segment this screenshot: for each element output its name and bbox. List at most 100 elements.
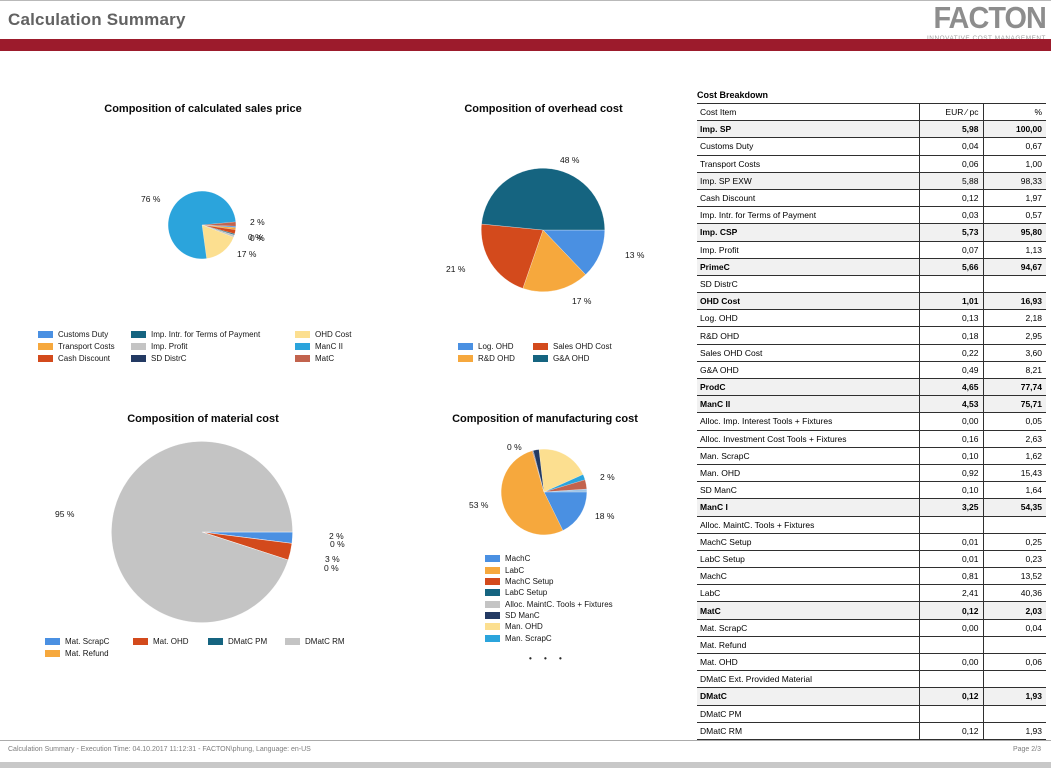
- legend-swatch-cash-discount: [38, 355, 53, 363]
- table-row-alloc-investment-cost-tools-fixtures: Alloc. Investment Cost Tools + Fixtures 0…: [697, 430, 1046, 448]
- cell-percent: 1,64: [982, 481, 1046, 500]
- cell-percent: 98,33: [982, 172, 1046, 190]
- table-row-prodc: ProdC 4,65 77,74: [697, 378, 1046, 397]
- cell-eur-pc: 0,00: [918, 412, 983, 431]
- pie-percent-label: 13 %: [625, 250, 645, 260]
- cost-breakdown-table: Cost Breakdown Cost Item EUR ⁄ pc % Imp.…: [697, 90, 1046, 740]
- cell-eur-pc: 0,18: [918, 326, 983, 345]
- table-row-g-a-ohd: G&A OHD 0,49 8,21: [697, 361, 1046, 380]
- footer-page-number: Page 2/3: [1012, 746, 1041, 753]
- pie-slice-man-ohd: [538, 449, 584, 493]
- cell-eur-pc: 4,65: [918, 378, 983, 397]
- cell-percent: [982, 636, 1046, 655]
- cell-percent: 8,21: [982, 361, 1046, 380]
- table-row-transport-costs: Transport Costs 0,06 1,00: [697, 155, 1046, 173]
- table-row-dmatc-pm: DMatC PM: [697, 705, 1046, 723]
- pie-percent-label: 2 %: [329, 531, 344, 541]
- table-row-imp-intr-for-terms-of-payment: Imp. Intr. for Terms of Payment 0,03 0,57: [697, 206, 1046, 225]
- cell-cost-item: DMatC: [697, 687, 919, 706]
- legend-item: LabC Setup: [485, 587, 613, 598]
- legend-item: Imp. Intr. for Terms of Payment: [131, 328, 295, 340]
- cell-eur-pc: [918, 705, 983, 723]
- facton-logo: FACTON INNOVATIVE COST MANAGEMENT: [925, 1, 1047, 42]
- cell-cost-item: R&D OHD: [697, 326, 919, 345]
- legend-column: Mat. OHD: [133, 635, 208, 647]
- cell-cost-item: Alloc. MaintC. Tools + Fixtures: [697, 516, 919, 534]
- cost-breakdown-title: Cost Breakdown: [697, 90, 1046, 104]
- legend-item: DMatC RM: [285, 635, 345, 647]
- cell-percent: 1,00: [982, 155, 1046, 173]
- cell-percent: 2,03: [982, 601, 1046, 620]
- cell-percent: 0,06: [982, 653, 1046, 672]
- pie-slice-r-d-ohd: [522, 229, 586, 292]
- legend-item: MatC: [295, 353, 351, 365]
- table-row-mat-refund: Mat. Refund: [697, 636, 1046, 655]
- cell-eur-pc: 0,81: [918, 567, 983, 586]
- logo-tagline-text: INNOVATIVE COST MANAGEMENT: [925, 35, 1046, 42]
- table-row-matc: MatC 0,12 2,03: [697, 601, 1046, 620]
- cell-percent: 100,00: [982, 120, 1046, 139]
- chart-title-material-cost: Composition of material cost: [127, 413, 279, 425]
- legend-column: Customs Duty Transport Costs Cash Discount: [38, 328, 131, 365]
- cell-eur-pc: 0,22: [918, 344, 983, 362]
- legend-label: Alloc. MaintC. Tools + Fixtures: [505, 599, 613, 609]
- cell-cost-item: LabC Setup: [697, 550, 919, 569]
- legend-swatch-mat-refund: [45, 650, 60, 658]
- cell-percent: [982, 275, 1046, 294]
- legend-label: Mat. OHD: [153, 636, 189, 646]
- legend-label: G&A OHD: [553, 354, 590, 364]
- cell-eur-pc: 0,92: [918, 464, 983, 483]
- pie-slice-alloc-imp-interest-tools-fixtures: [543, 488, 587, 493]
- pie-percent-label: 0 %: [330, 539, 345, 549]
- cell-percent: 3,60: [982, 344, 1046, 362]
- legend-swatch-mat-ohd: [133, 637, 148, 645]
- legend-swatch-g-a-ohd: [533, 355, 548, 363]
- legend-swatch-labc-setup: [485, 589, 500, 597]
- legend-label: Mat. ScrapC: [65, 636, 110, 646]
- cell-eur-pc: 0,01: [918, 533, 983, 551]
- cell-percent: [982, 670, 1046, 689]
- cell-eur-pc: 0,06: [918, 155, 983, 173]
- cell-percent: 0,25: [982, 533, 1046, 551]
- legend-swatch-man-scrapc: [485, 634, 500, 642]
- table-row-customs-duty: Customs Duty 0,04 0,67: [697, 137, 1046, 156]
- legend-label: Mat. Refund: [65, 649, 109, 659]
- legend-item: Man. ScrapC: [485, 632, 613, 643]
- legend-item: ManC II: [295, 340, 351, 352]
- pie-percent-label: 2 %: [600, 472, 615, 482]
- pie-slice-sales-ohd-cost: [481, 223, 544, 289]
- cell-eur-pc: 0,12: [918, 189, 983, 208]
- legend-label: LabC: [505, 565, 525, 575]
- legend-column: Log. OHD R&D OHD: [458, 340, 533, 365]
- cell-eur-pc: 0,12: [918, 687, 983, 706]
- table-row-alloc-imp-interest-tools-fixtures: Alloc. Imp. Interest Tools + Fixtures 0,0…: [697, 412, 1046, 431]
- cell-cost-item: Alloc. Imp. Interest Tools + Fixtures: [697, 412, 919, 431]
- legend-label: LabC Setup: [505, 588, 548, 598]
- legend-label: ManC II: [315, 342, 344, 352]
- table-row-sd-manc: SD ManC 0,10 1,64: [697, 481, 1046, 500]
- cell-cost-item: Imp. SP: [697, 120, 919, 139]
- cell-percent: 2,63: [982, 430, 1046, 448]
- chart-title-overhead-cost: Composition of overhead cost: [464, 103, 623, 115]
- legend-item: Man. OHD: [485, 621, 613, 632]
- pie-percent-label: 0 %: [248, 232, 263, 242]
- cell-cost-item: ManC I: [697, 498, 919, 517]
- cell-cost-item: Sales OHD Cost: [697, 344, 919, 362]
- pie-chart-manufacturing-cost: [501, 449, 587, 535]
- cell-cost-item: Man. OHD: [697, 464, 919, 483]
- pie-percent-label: 3 %: [325, 554, 340, 564]
- legend-material-cost: Mat. ScrapC Mat. Refund Mat. OHD DMatC PM DM…: [45, 635, 345, 660]
- cell-cost-item: DMatC PM: [697, 705, 919, 723]
- table-row-man-scrapc: Man. ScrapC 0,10 1,62: [697, 447, 1046, 465]
- legend-column: MachC LabC MachC Setup LabC Setup Alloc. Mai…: [485, 553, 613, 644]
- legend-column: Mat. ScrapC Mat. Refund: [45, 635, 133, 660]
- table-header-row: Cost Item EUR ⁄ pc %: [697, 104, 1046, 122]
- table-row-imp-sp-exw: Imp. SP EXW 5,88 98,33: [697, 172, 1046, 190]
- legend-item: Imp. Profit: [131, 340, 295, 352]
- cell-cost-item: MachC: [697, 567, 919, 586]
- table-row-man-ohd: Man. OHD 0,92 15,43: [697, 464, 1046, 483]
- legend-swatch-imp-profit: [131, 343, 146, 351]
- legend-overhead-cost: Log. OHD R&D OHD Sales OHD Cost G&A OHD: [458, 340, 612, 365]
- footer-status-text: Calculation Summary - Execution Time: 04…: [8, 746, 311, 753]
- legend-swatch-transport-costs: [38, 343, 53, 351]
